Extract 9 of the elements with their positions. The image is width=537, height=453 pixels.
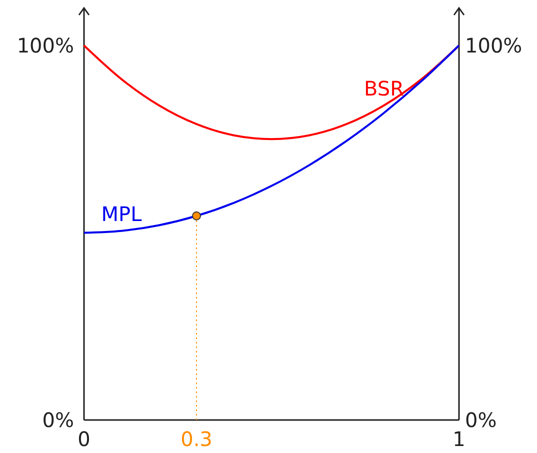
x-tick-label: 1 bbox=[452, 427, 466, 451]
series-label: MPL bbox=[101, 202, 143, 226]
line-series bbox=[83, 44, 460, 234]
series-label: BSR bbox=[364, 76, 404, 100]
x-tick-label: 0 bbox=[78, 427, 90, 451]
ref-line-label: 0.3 bbox=[180, 427, 212, 451]
y2-tick-label: 0% bbox=[465, 408, 497, 432]
line-series bbox=[83, 44, 460, 140]
y2-tick-label: 100% bbox=[465, 33, 522, 58]
